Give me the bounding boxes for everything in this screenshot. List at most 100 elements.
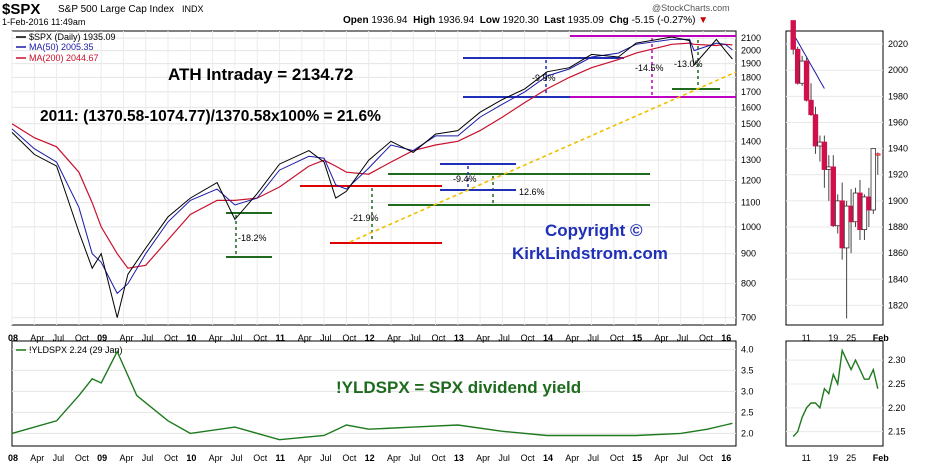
copyright-note: Copyright © <box>545 221 643 240</box>
symbol: $SPX <box>2 1 41 18</box>
x-tick-label: 19 <box>828 333 838 343</box>
x-tick-label: 08 <box>8 453 18 463</box>
quote-stats: Open 1936.94 High 1936.94 Low 1920.30 La… <box>343 15 708 26</box>
last-value: 1935.09 <box>567 15 604 26</box>
candle-body <box>803 60 810 101</box>
x-tick-label: Jul <box>53 453 65 463</box>
x-tick-label: Oct <box>253 333 268 343</box>
x-tick-label: Apr <box>476 333 490 343</box>
y-tick-label: 900 <box>741 249 756 259</box>
y-tick-label: 2100 <box>741 33 761 43</box>
x-tick-label: Feb <box>873 453 890 463</box>
y-tick-label: 1500 <box>741 119 761 129</box>
x-tick-label: 10 <box>186 453 196 463</box>
y-tick-label: 1860 <box>888 248 908 258</box>
x-tick-label: Jul <box>142 333 154 343</box>
x-tick-label: Oct <box>75 333 90 343</box>
x-tick-label: Oct <box>164 453 179 463</box>
y-tick-label: 2020 <box>888 39 908 49</box>
watermark: @StockCharts.com <box>652 3 730 13</box>
calc-2011-note: 2011: (1370.58-1074.77)/1370.58x100% = 2… <box>40 108 381 125</box>
x-tick-label: Jul <box>320 333 332 343</box>
x-tick-label: 10 <box>186 333 196 343</box>
candle-body <box>875 153 881 156</box>
x-tick-label: Apr <box>209 333 223 343</box>
candle-body <box>817 141 823 147</box>
y-tick-label: 4.0 <box>741 344 754 354</box>
price-line <box>11 36 733 318</box>
x-tick-label: Oct <box>521 453 536 463</box>
candles <box>790 20 881 319</box>
yield-panel <box>11 340 737 447</box>
candle-body <box>830 166 836 227</box>
x-tick-label: Oct <box>253 453 268 463</box>
x-tick-label: 09 <box>97 453 107 463</box>
y-tick-label: 2.20 <box>888 403 906 413</box>
candle-body <box>866 196 872 211</box>
x-tick-label: 13 <box>454 333 464 343</box>
site-note: KirkLindstrom.com <box>512 244 668 263</box>
down-arrow-icon: ▼ <box>698 15 709 26</box>
x-tick-label: Apr <box>30 453 44 463</box>
high-label: High <box>413 15 436 26</box>
candle-body <box>821 141 828 170</box>
y-tick-label: 1840 <box>888 274 908 284</box>
x-tick-label: Oct <box>432 453 447 463</box>
yield-note: !YLDSPX = SPX dividend yield <box>336 378 581 397</box>
x-tick-label: Apr <box>387 333 401 343</box>
x-tick-label: Apr <box>476 453 490 463</box>
chg-label: Chg <box>609 15 629 26</box>
x-tick-label: Jul <box>588 333 600 343</box>
x-tick-label: Apr <box>298 453 312 463</box>
candle-body <box>799 60 805 84</box>
x-tick-label: Apr <box>654 453 668 463</box>
y-tick-label: 1900 <box>888 196 908 206</box>
y-tick-label: 1300 <box>741 155 761 165</box>
candle-body <box>826 166 832 170</box>
y-tick-label: 2000 <box>741 46 761 56</box>
trend-line <box>349 71 737 243</box>
y-tick-label: 1960 <box>888 117 908 127</box>
x-tick-label: Oct <box>699 453 714 463</box>
x-tick-label: Apr <box>565 453 579 463</box>
x-tick-label: 15 <box>632 453 642 463</box>
x-tick-label: Oct <box>610 453 625 463</box>
open-value: 1936.94 <box>371 15 408 26</box>
x-tick-label: Jul <box>53 333 65 343</box>
y-tick-label: 800 <box>741 279 756 289</box>
x-tick-label: Feb <box>873 333 890 343</box>
x-tick-label: Oct <box>164 333 179 343</box>
x-tick-label: Jul <box>409 333 421 343</box>
x-tick-label: Jul <box>409 453 421 463</box>
open-label: Open <box>343 15 369 26</box>
x-tick-label: 13 <box>454 453 464 463</box>
recent-panel <box>785 30 884 326</box>
candle-body <box>843 205 850 249</box>
y-tick-label: 2.30 <box>888 355 906 365</box>
x-tick-label: 12 <box>365 453 375 463</box>
legend-ma50: MA(50) 2005.35 <box>29 42 94 52</box>
candle-body <box>857 192 863 231</box>
pct-label: -9.4% <box>453 174 477 184</box>
pct-label: -21.9% <box>350 213 379 223</box>
y-tick-label: 2.15 <box>888 427 906 437</box>
low-label: Low <box>479 15 500 26</box>
x-tick-label: Jul <box>142 453 154 463</box>
y-tick-label: 1980 <box>888 91 908 101</box>
y-tick-label: 1700 <box>741 87 761 97</box>
x-tick-label: 25 <box>846 333 856 343</box>
pct-label: -9.9% <box>532 73 556 83</box>
y-tick-label: 1900 <box>741 59 761 69</box>
y-tick-label: 1200 <box>741 176 761 186</box>
candle-body <box>790 20 796 50</box>
candle-body <box>848 205 854 223</box>
y-tick-label: 1600 <box>741 102 761 112</box>
x-tick-label: 15 <box>632 333 642 343</box>
ath-note: ATH Intraday = 2134.72 <box>168 65 353 84</box>
x-tick-label: 19 <box>828 453 838 463</box>
low-value: 1920.30 <box>502 15 539 26</box>
pct-label: -13.0% <box>674 59 703 69</box>
recent-yield-line <box>792 348 879 437</box>
x-tick-label: Apr <box>298 333 312 343</box>
